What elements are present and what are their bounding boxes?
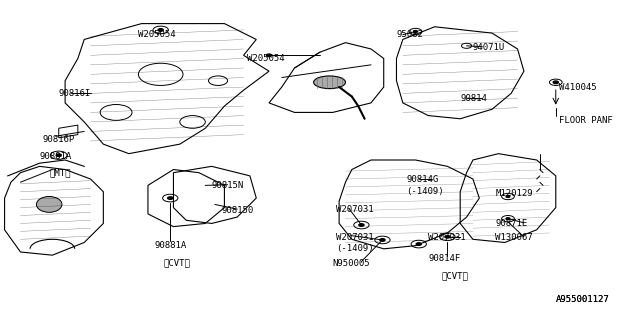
- Text: 〈MT〉: 〈MT〉: [49, 168, 70, 177]
- Text: 94071U: 94071U: [473, 43, 505, 52]
- Text: W205054: W205054: [246, 54, 284, 63]
- Circle shape: [413, 31, 417, 32]
- Circle shape: [553, 81, 558, 84]
- Text: N950005: N950005: [333, 259, 371, 268]
- Text: (-1409): (-1409): [406, 187, 444, 196]
- Text: 908150: 908150: [221, 206, 253, 215]
- Text: 90881A: 90881A: [154, 241, 187, 250]
- Text: 〈CVT〉: 〈CVT〉: [164, 259, 191, 268]
- Circle shape: [158, 29, 163, 31]
- Text: W207031: W207031: [336, 205, 374, 214]
- Circle shape: [506, 196, 510, 197]
- Text: 〈CVT〉: 〈CVT〉: [441, 271, 468, 280]
- Text: 90815N: 90815N: [212, 181, 244, 190]
- Circle shape: [416, 243, 421, 245]
- Text: A955001127: A955001127: [556, 295, 609, 304]
- Circle shape: [56, 154, 61, 156]
- Text: A955001127: A955001127: [556, 295, 609, 304]
- Ellipse shape: [314, 76, 346, 89]
- Circle shape: [266, 54, 271, 57]
- Text: 90816P: 90816P: [43, 135, 75, 144]
- Text: W410045: W410045: [559, 83, 596, 92]
- Text: W207031: W207031: [336, 233, 374, 242]
- Text: W205054: W205054: [138, 30, 176, 39]
- Text: 90814F: 90814F: [428, 254, 461, 263]
- Circle shape: [445, 236, 450, 238]
- Text: W130067: W130067: [495, 233, 533, 242]
- Text: M120129: M120129: [495, 189, 533, 198]
- Text: 90814: 90814: [460, 94, 487, 103]
- Text: 95082: 95082: [396, 30, 423, 39]
- Circle shape: [359, 224, 364, 226]
- Text: 90814G: 90814G: [406, 174, 438, 184]
- Circle shape: [380, 239, 385, 241]
- Text: W207031: W207031: [428, 233, 466, 242]
- Text: 90881A: 90881A: [40, 152, 72, 161]
- Ellipse shape: [36, 196, 62, 212]
- Text: 90816I: 90816I: [59, 89, 91, 98]
- Text: FLOOR PANF: FLOOR PANF: [559, 116, 612, 125]
- Text: 90871E: 90871E: [495, 219, 527, 228]
- Circle shape: [168, 197, 173, 199]
- Text: (-1409): (-1409): [336, 244, 374, 253]
- Circle shape: [506, 218, 510, 220]
